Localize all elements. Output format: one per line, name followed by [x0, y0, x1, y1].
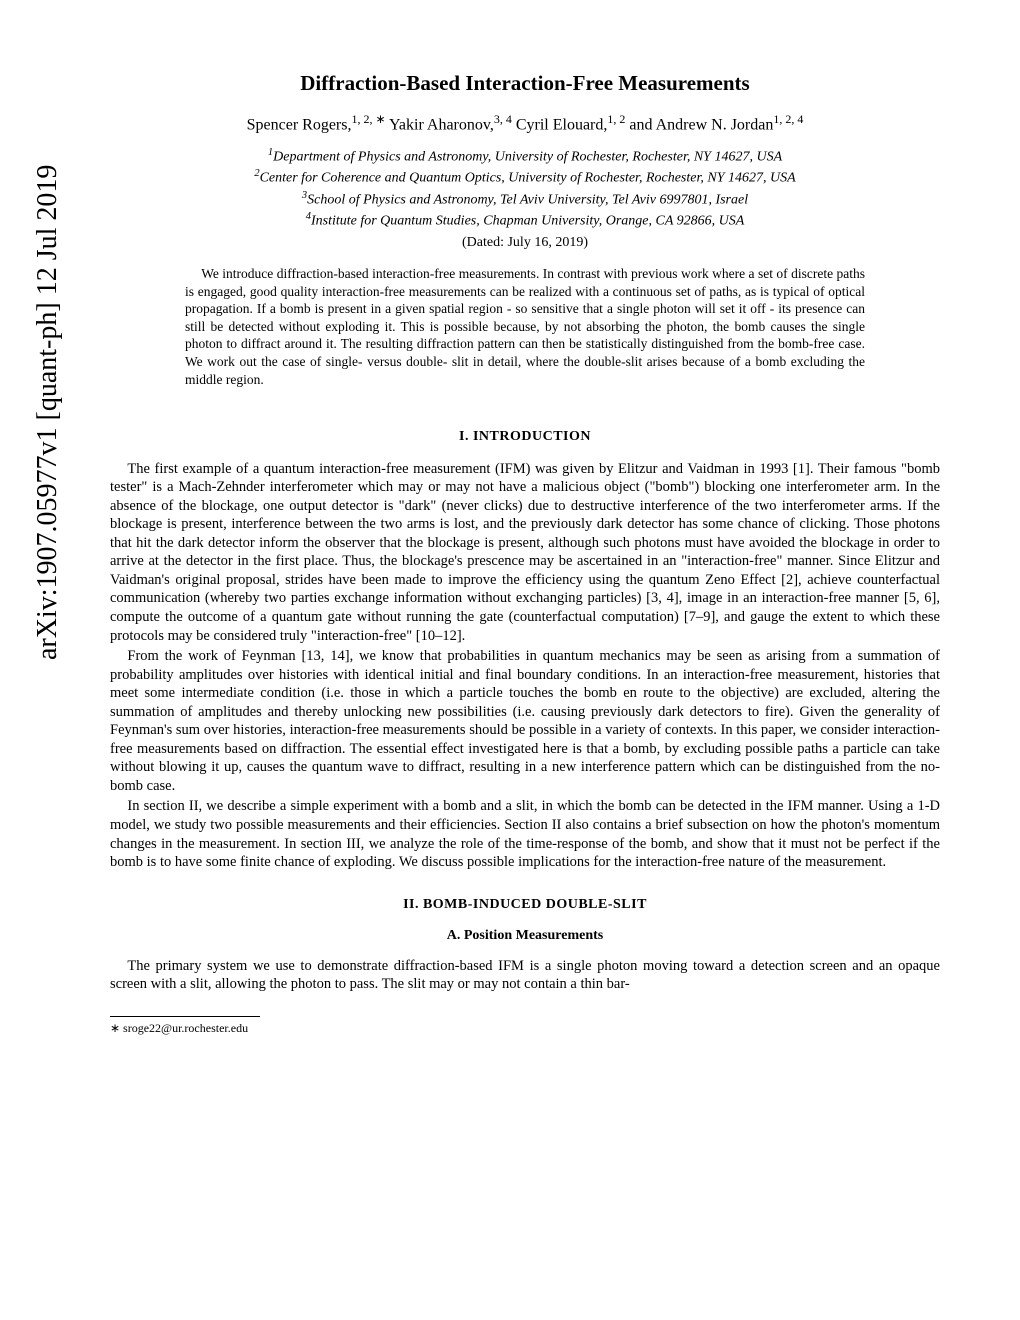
- dated-line: (Dated: July 16, 2019): [110, 234, 940, 252]
- body-paragraph: In section II, we describe a simple expe…: [110, 797, 940, 871]
- page-content: Diffraction-Based Interaction-Free Measu…: [110, 70, 940, 1036]
- affiliation: 3School of Physics and Astronomy, Tel Av…: [110, 189, 940, 211]
- paper-title: Diffraction-Based Interaction-Free Measu…: [110, 70, 940, 96]
- section-heading-bomb: II. BOMB-INDUCED DOUBLE-SLIT: [110, 896, 940, 914]
- body-paragraph: The primary system we use to demonstrate…: [110, 957, 940, 994]
- affiliation: 4Institute for Quantum Studies, Chapman …: [110, 210, 940, 232]
- section-heading-intro: I. INTRODUCTION: [110, 428, 940, 446]
- affiliation: 2Center for Coherence and Quantum Optics…: [110, 167, 940, 189]
- affiliations-block: 1Department of Physics and Astronomy, Un…: [110, 146, 940, 232]
- arxiv-stamp: arXiv:1907.05977v1 [quant-ph] 12 Jul 201…: [32, 165, 64, 660]
- footnote-rule: [110, 1016, 260, 1017]
- body-paragraph: The first example of a quantum interacti…: [110, 460, 940, 645]
- author-line: Spencer Rogers,1, 2, ∗ Yakir Aharonov,3,…: [110, 112, 940, 135]
- affiliation: 1Department of Physics and Astronomy, Un…: [110, 146, 940, 168]
- footnote-email: ∗ sroge22@ur.rochester.edu: [110, 1021, 940, 1036]
- subsection-heading-position: A. Position Measurements: [110, 927, 940, 945]
- abstract: We introduce diffraction-based interacti…: [185, 265, 865, 388]
- body-paragraph: From the work of Feynman [13, 14], we kn…: [110, 647, 940, 795]
